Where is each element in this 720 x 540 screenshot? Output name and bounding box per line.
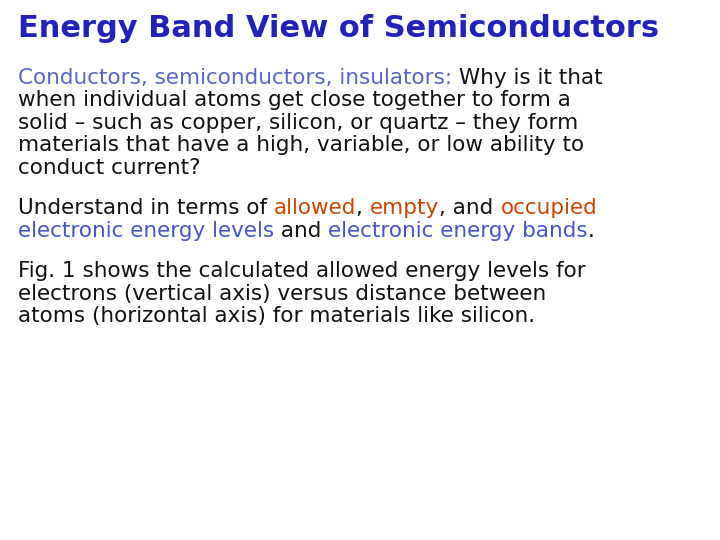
Text: materials that have a high, variable, or low ability to: materials that have a high, variable, or…: [18, 136, 584, 156]
Text: when individual atoms get close together to form a: when individual atoms get close together…: [18, 91, 571, 111]
Text: Fig. 1 shows the calculated allowed energy levels for: Fig. 1 shows the calculated allowed ener…: [18, 261, 586, 281]
Text: and: and: [274, 221, 328, 241]
Text: Why is it that: Why is it that: [452, 68, 603, 88]
Text: electrons (vertical axis) versus distance between: electrons (vertical axis) versus distanc…: [18, 284, 546, 304]
Text: Conductors, semiconductors, insulators:: Conductors, semiconductors, insulators:: [18, 68, 452, 88]
Text: , and: , and: [439, 198, 500, 218]
Text: solid – such as copper, silicon, or quartz – they form: solid – such as copper, silicon, or quar…: [18, 113, 578, 133]
Text: .: .: [588, 221, 595, 241]
Text: atoms (horizontal axis) for materials like silicon.: atoms (horizontal axis) for materials li…: [18, 306, 535, 326]
Text: empty: empty: [370, 198, 439, 218]
Text: electronic energy levels: electronic energy levels: [18, 221, 274, 241]
Text: ,: ,: [356, 198, 370, 218]
Text: conduct current?: conduct current?: [18, 158, 200, 178]
Text: allowed: allowed: [274, 198, 356, 218]
Text: Energy Band View of Semiconductors: Energy Band View of Semiconductors: [18, 14, 659, 43]
Text: electronic energy bands: electronic energy bands: [328, 221, 588, 241]
Text: occupied: occupied: [500, 198, 598, 218]
Text: Understand in terms of: Understand in terms of: [18, 198, 274, 218]
